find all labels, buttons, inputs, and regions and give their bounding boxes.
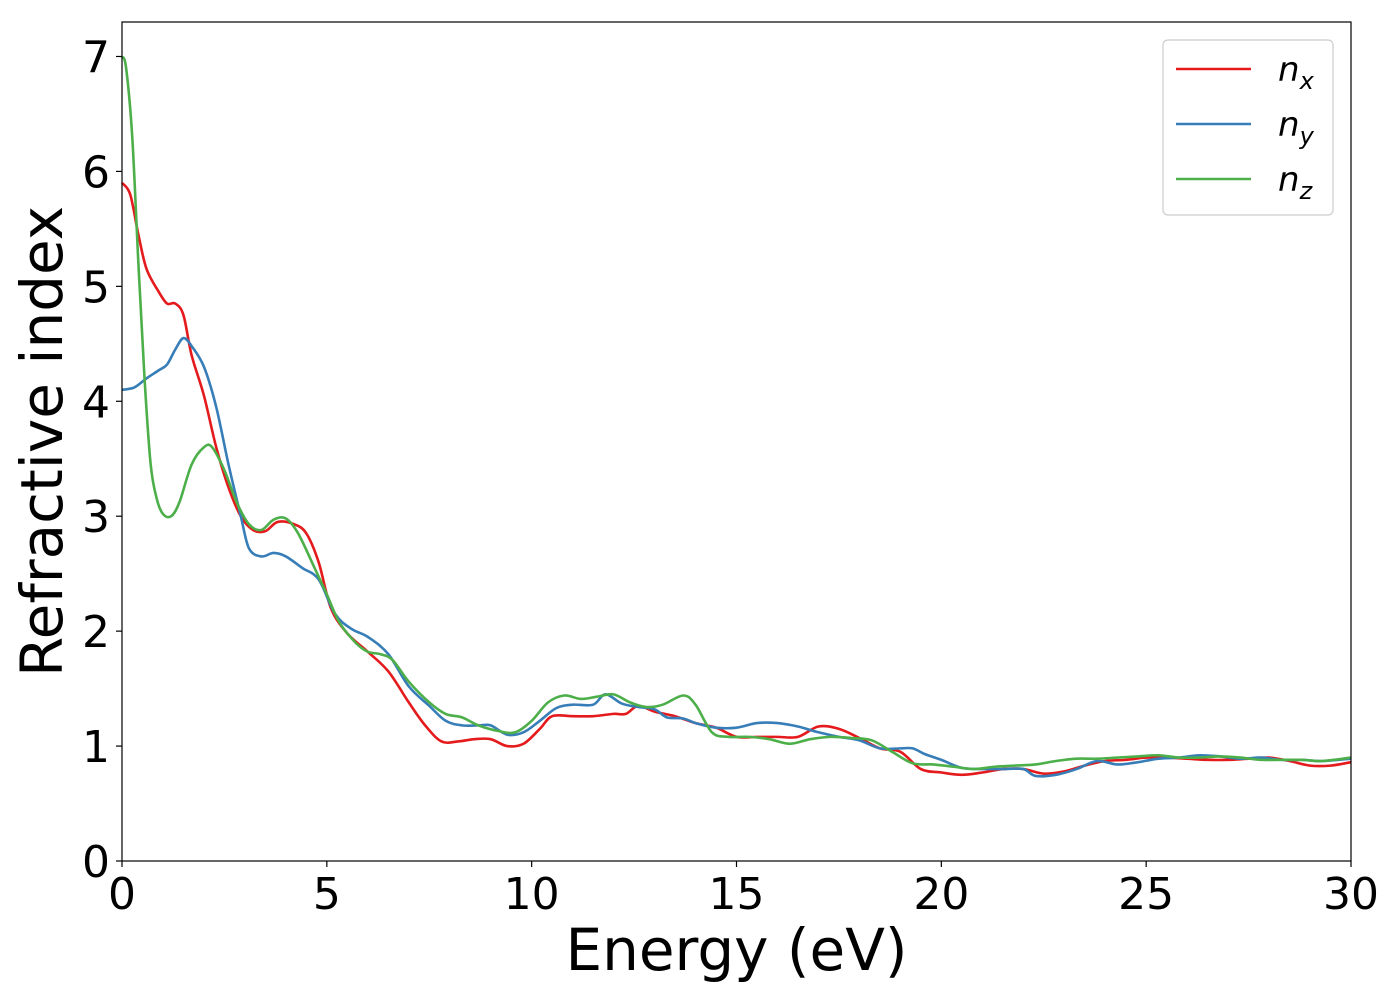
x-tick-label: 25 [1118, 869, 1174, 920]
x-tick-label: 10 [504, 869, 560, 920]
series-line-x [120, 182, 1352, 777]
x-tick-label: 30 [1323, 869, 1379, 920]
series-line-y [121, 336, 1352, 778]
y-tick-label: 3 [82, 492, 110, 543]
y-tick-label: 5 [82, 262, 110, 313]
legend-label-z: nz [1278, 160, 1314, 205]
x-tick-label: 0 [108, 869, 136, 920]
y-tick-label: 0 [82, 837, 110, 888]
legend-label-y: ny [1278, 105, 1315, 150]
x-axis-ticks: 0 5 10 15 20 25 30 [108, 861, 1379, 920]
legend-box [1162, 39, 1334, 216]
y-tick-label: 4 [82, 377, 110, 428]
series-line-z [120, 55, 1352, 771]
x-axis-label: Energy (eV) [565, 916, 907, 984]
y-tick-label: 2 [82, 607, 110, 658]
x-tick-label: 5 [313, 869, 341, 920]
y-axis-ticks: 0 1 2 3 4 5 6 7 [82, 32, 122, 888]
y-axis-label: Refractive index [8, 206, 76, 677]
x-tick-label: 15 [709, 869, 765, 920]
legend: nx ny nz [1162, 39, 1334, 216]
y-tick-label: 7 [82, 32, 110, 83]
y-tick-label: 1 [82, 722, 110, 773]
y-tick-label: 6 [82, 147, 110, 198]
series-lines [120, 55, 1352, 778]
legend-label-x: nx [1278, 50, 1315, 95]
x-tick-label: 20 [913, 869, 969, 920]
